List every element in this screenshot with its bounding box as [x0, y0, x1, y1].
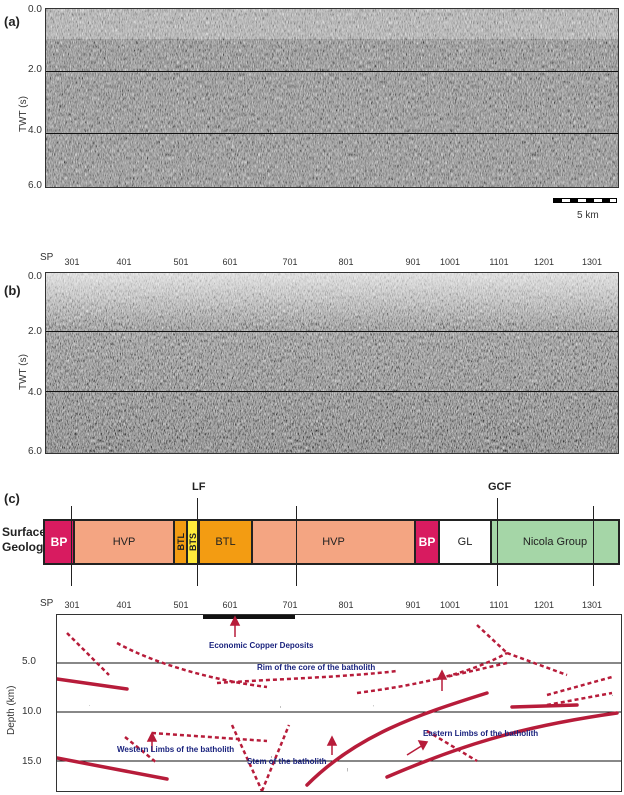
fault-gcf-label: GCF [488, 481, 512, 493]
annotation-copper: Economic Copper Deposits [209, 641, 314, 650]
panel-c-ylabel: Depth (km) [6, 685, 17, 735]
annotation-western: Western Limbs of the batholith [117, 745, 235, 754]
sp-tick-b-1001: 1001 [439, 257, 461, 267]
geo-tick-lf [197, 498, 198, 586]
sp-tick-c-1201: 1201 [533, 600, 555, 610]
surface-geology-line1: Surface [2, 525, 47, 539]
sp-tick-c-1001: 1001 [439, 600, 461, 610]
sp-label-b: SP [40, 252, 54, 263]
sp-tick-b-301: 301 [64, 257, 80, 267]
surface-geology-line2: Geology [2, 540, 51, 554]
sp-tick-c-401: 401 [116, 600, 132, 610]
sp-label-c: SP [40, 598, 54, 609]
sp-tick-c-601: 601 [222, 600, 238, 610]
geo-unit-hvp-2: HVP [251, 519, 414, 565]
sp-tick-b-1201: 1201 [533, 257, 555, 267]
geo-tick-1 [71, 506, 72, 586]
panel-b-ytick-1: 2.0 [28, 326, 42, 337]
seismic-texture-b [46, 273, 618, 453]
gridline-b-2 [46, 331, 618, 332]
sp-tick-b-801: 801 [338, 257, 354, 267]
seismic-texture-a [46, 9, 618, 187]
geo-unit-hvp-1: HVP [73, 519, 173, 565]
gridline-a-2 [46, 71, 618, 72]
sp-tick-b-1301: 1301 [581, 257, 603, 267]
sp-tick-c-1301: 1301 [581, 600, 603, 610]
depth-section-c: Economic Copper Deposits Rim of the core… [56, 614, 622, 792]
panel-b-label: (b) [4, 283, 21, 298]
geo-unit-gl: GL [438, 519, 490, 565]
scale-bar-label: 5 km [577, 210, 599, 221]
gridline-b-4 [46, 391, 618, 392]
panel-a-ytick-3: 6.0 [28, 180, 42, 191]
panel-a-ytick-0: 0.0 [28, 4, 42, 15]
sp-tick-c-801: 801 [338, 600, 354, 610]
sp-tick-b-601: 601 [222, 257, 238, 267]
sp-tick-b-901: 901 [405, 257, 421, 267]
sp-tick-c-901: 901 [405, 600, 421, 610]
seismic-section-b [45, 272, 619, 454]
sp-tick-b-1101: 1101 [489, 257, 509, 267]
sp-tick-c-501: 501 [173, 600, 189, 610]
geo-unit-bp-1: BP [45, 519, 73, 565]
panel-c-label: (c) [4, 491, 20, 506]
panel-b-ylabel: TWT (s) [18, 354, 29, 390]
geo-unit-bts: BTS [186, 519, 198, 565]
scale-bar [553, 198, 617, 203]
panel-c-ytick-2: 15.0 [22, 756, 42, 767]
sp-tick-b-501: 501 [173, 257, 189, 267]
panel-a-ytick-2: 4.0 [28, 125, 42, 136]
surface-geology-label: Surface Geology [2, 525, 50, 555]
geo-tick-2 [296, 506, 297, 586]
geo-tick-3 [593, 506, 594, 586]
panel-a-label: (a) [4, 14, 20, 29]
geo-tick-gcf [497, 498, 498, 586]
panel-b-ytick-3: 6.0 [28, 446, 42, 457]
sp-tick-c-1101: 1101 [489, 600, 509, 610]
panel-c-ytick-0: 5.0 [22, 656, 36, 667]
geo-unit-btl-narrow-label: BTL [175, 533, 186, 551]
geo-unit-bp-2: BP [414, 519, 438, 565]
panel-a-ytick-1: 2.0 [28, 64, 42, 75]
depth-texture-c [57, 615, 621, 791]
panel-b-ytick-2: 4.0 [28, 387, 42, 398]
sp-tick-c-701: 701 [282, 600, 298, 610]
panel-c-ytick-1: 10.0 [22, 706, 42, 717]
geo-unit-btl: BTL [198, 519, 251, 565]
geo-unit-btl-narrow: BTL [173, 519, 186, 565]
annotation-eastern: Eastern Limbs of the batholith [423, 729, 539, 738]
sp-tick-c-301: 301 [64, 600, 80, 610]
panel-b-ytick-0: 0.0 [28, 271, 42, 282]
gridline-a-4 [46, 133, 618, 134]
seismic-section-a [45, 8, 619, 188]
sp-tick-b-701: 701 [282, 257, 298, 267]
annotation-stem: Stem of the batholith [247, 757, 327, 766]
sp-tick-b-401: 401 [116, 257, 132, 267]
fault-lf-label: LF [192, 481, 206, 493]
annotation-rim: Rim of the core of the batholith [257, 663, 376, 672]
geo-unit-nicola: Nicola Group [490, 519, 620, 565]
